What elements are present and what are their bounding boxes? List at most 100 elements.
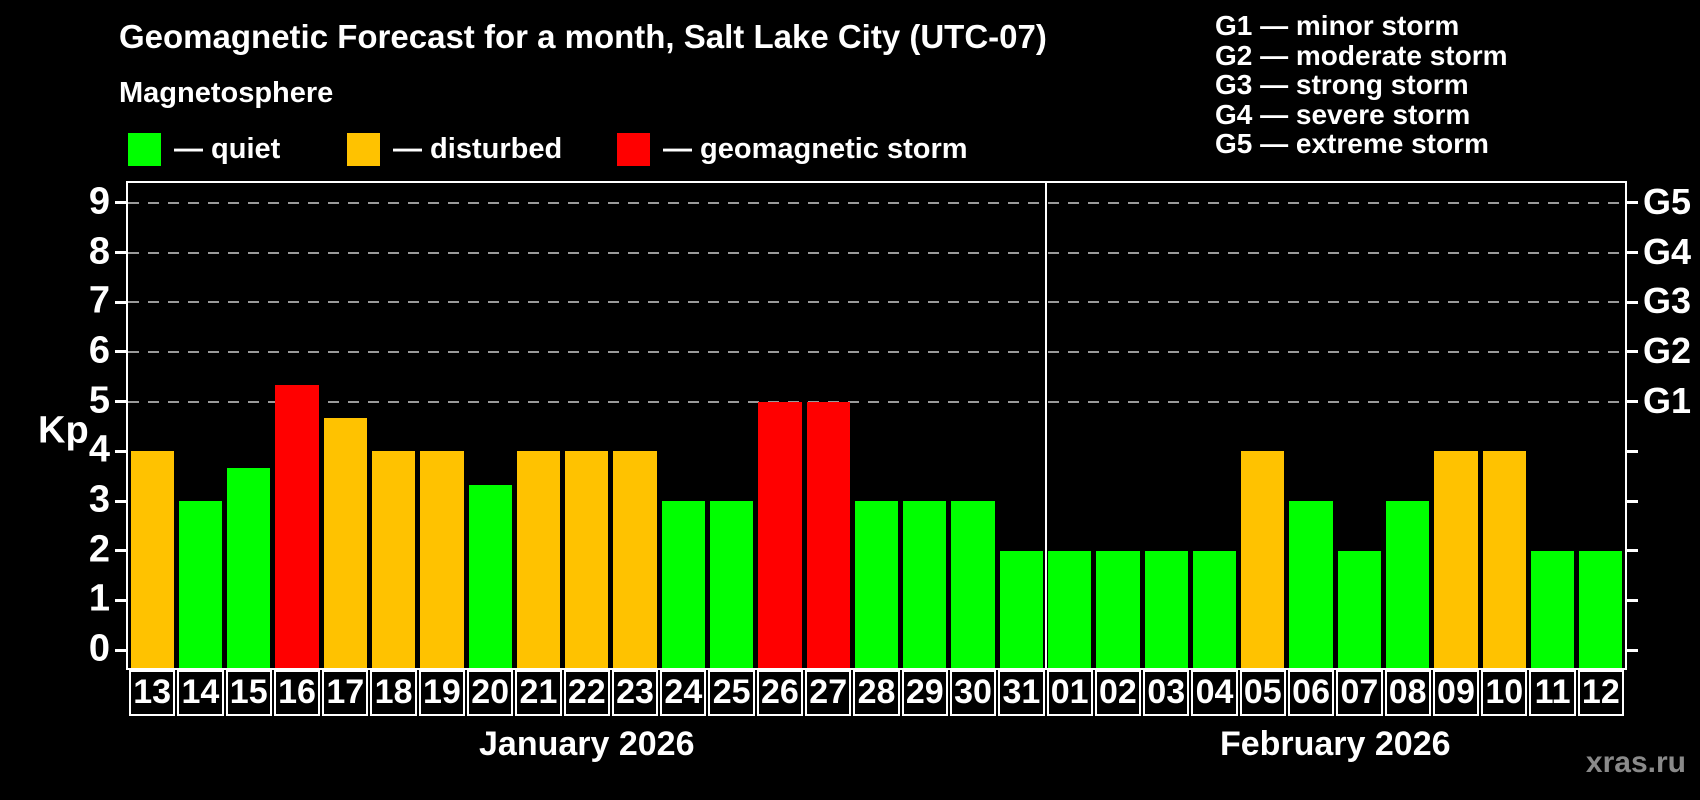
kp-bar-jan-20 bbox=[468, 484, 512, 668]
date-label-jan-23: 23 bbox=[611, 670, 659, 716]
legend-item-quiet: — quiet bbox=[128, 133, 280, 166]
g-axis-label-g2: G2 bbox=[1643, 330, 1692, 372]
kp-bar-feb-09 bbox=[1434, 451, 1478, 668]
gridline-kp6 bbox=[128, 350, 1625, 353]
date-label-jan-29: 29 bbox=[901, 670, 948, 716]
kp-bar-feb-04 bbox=[1192, 550, 1237, 668]
date-label-jan-22: 22 bbox=[563, 670, 610, 716]
date-label-jan-14: 14 bbox=[177, 670, 224, 716]
y-axis-title: Kp bbox=[38, 409, 89, 452]
g-axis-tick bbox=[1627, 449, 1638, 453]
kp-bar-jan-26 bbox=[758, 401, 802, 668]
date-label-jan-18: 18 bbox=[370, 670, 417, 716]
date-label-jan-26: 26 bbox=[756, 670, 804, 716]
gridline-kp8 bbox=[128, 251, 1625, 254]
month-label-february: February 2026 bbox=[1219, 725, 1451, 763]
y-axis-tick-label: 4 bbox=[88, 428, 110, 471]
date-label-feb-01: 01 bbox=[1046, 670, 1093, 716]
date-label-jan-16: 16 bbox=[273, 670, 321, 716]
date-label-jan-13: 13 bbox=[129, 670, 176, 716]
g-axis-tick bbox=[1627, 499, 1638, 503]
g-axis-tick bbox=[1627, 350, 1638, 354]
date-label-feb-12: 12 bbox=[1577, 670, 1624, 716]
g-axis-tick bbox=[1627, 549, 1638, 553]
g-scale-line: G1 — minor storm bbox=[1215, 10, 1460, 41]
kp-bar-feb-12 bbox=[1579, 550, 1623, 668]
date-label-feb-10: 10 bbox=[1481, 670, 1528, 716]
g-scale-line: G2 — moderate storm bbox=[1215, 39, 1508, 71]
kp-bar-jan-23 bbox=[613, 451, 657, 668]
kp-bar-feb-08 bbox=[1386, 501, 1430, 668]
date-label-jan-28: 28 bbox=[853, 670, 900, 716]
g-axis-label-g5: G5 bbox=[1643, 181, 1692, 223]
date-label-jan-24: 24 bbox=[660, 670, 707, 716]
y-axis-tick bbox=[115, 300, 126, 304]
g-scale-legend: G1 — minor storm G2 — moderate storm G3 — … bbox=[1215, 11, 1508, 159]
legend-label-storm: — geomagnetic storm bbox=[663, 133, 968, 165]
kp-bar-feb-03 bbox=[1144, 550, 1188, 668]
kp-bar-feb-10 bbox=[1482, 451, 1526, 668]
date-label-feb-11: 11 bbox=[1529, 670, 1576, 716]
kp-bar-jan-29 bbox=[903, 501, 947, 668]
y-axis-tick bbox=[115, 648, 126, 652]
kp-bar-jan-21 bbox=[516, 451, 561, 668]
date-label-jan-21: 21 bbox=[515, 670, 562, 716]
g-axis-tick bbox=[1627, 251, 1638, 255]
g-scale-line: G5 — extreme storm bbox=[1215, 128, 1489, 159]
g-axis-tick bbox=[1627, 648, 1638, 652]
kp-bar-jan-22 bbox=[565, 451, 609, 668]
y-axis-tick bbox=[115, 598, 126, 602]
kp-bar-feb-02 bbox=[1096, 550, 1140, 668]
kp-bar-jan-14 bbox=[178, 501, 223, 668]
y-axis-tick bbox=[115, 201, 126, 205]
date-label-feb-06: 06 bbox=[1287, 670, 1335, 716]
gridline-kp9 bbox=[128, 201, 1625, 204]
g-axis-tick bbox=[1627, 400, 1638, 404]
y-axis-tick bbox=[115, 499, 126, 503]
g-scale-line: G3 — strong storm bbox=[1215, 69, 1469, 100]
date-label-jan-17: 17 bbox=[322, 670, 369, 716]
date-label-jan-25: 25 bbox=[708, 670, 755, 716]
kp-bar-jan-25 bbox=[709, 501, 754, 668]
y-axis-tick bbox=[115, 251, 126, 255]
date-label-feb-09: 09 bbox=[1432, 670, 1480, 716]
y-axis-tick-label: 5 bbox=[88, 379, 110, 422]
gridline-kp5 bbox=[128, 400, 1625, 403]
y-axis-tick-label: 2 bbox=[88, 528, 110, 571]
g-axis-tick bbox=[1627, 300, 1638, 304]
kp-bar-jan-17 bbox=[323, 418, 367, 668]
kp-bar-jan-16 bbox=[275, 385, 319, 668]
kp-bar-feb-05 bbox=[1241, 451, 1285, 668]
kp-bar-feb-07 bbox=[1337, 550, 1382, 668]
gridline-kp7 bbox=[128, 301, 1625, 304]
y-axis-tick bbox=[115, 549, 126, 553]
kp-bar-jan-31 bbox=[999, 550, 1043, 668]
kp-bar-jan-15 bbox=[227, 467, 271, 668]
kp-bar-jan-27 bbox=[806, 401, 850, 668]
date-label-feb-04: 04 bbox=[1191, 670, 1238, 716]
legend-item-disturbed: — disturbed bbox=[347, 133, 562, 166]
g-axis-label-g4: G4 bbox=[1643, 230, 1692, 272]
y-axis-tick-label: 6 bbox=[88, 329, 110, 372]
date-label-jan-27: 27 bbox=[805, 670, 852, 716]
date-label-jan-31: 31 bbox=[998, 670, 1045, 716]
g-axis-tick bbox=[1627, 598, 1638, 602]
g-axis-label-g3: G3 bbox=[1643, 280, 1692, 322]
legend-swatch-quiet-icon bbox=[128, 133, 161, 166]
y-axis-tick-label: 0 bbox=[88, 627, 110, 670]
kp-bar-jan-24 bbox=[661, 501, 705, 668]
legend-swatch-disturbed-icon bbox=[347, 133, 380, 166]
y-axis-tick-label: 7 bbox=[88, 279, 110, 322]
date-label-feb-08: 08 bbox=[1384, 670, 1431, 716]
kp-bar-feb-11 bbox=[1530, 550, 1575, 668]
kp-bar-jan-13 bbox=[130, 451, 174, 668]
g-axis-label-g1: G1 bbox=[1643, 379, 1692, 421]
date-label-feb-03: 03 bbox=[1143, 670, 1190, 716]
kp-bar-jan-18 bbox=[371, 451, 416, 668]
g-scale-line: G4 — severe storm bbox=[1215, 98, 1471, 130]
month-label-january: January 2026 bbox=[479, 725, 695, 763]
date-label-feb-05: 05 bbox=[1239, 670, 1286, 716]
kp-bar-feb-01 bbox=[1048, 550, 1092, 668]
month-separator-line bbox=[1044, 183, 1047, 668]
